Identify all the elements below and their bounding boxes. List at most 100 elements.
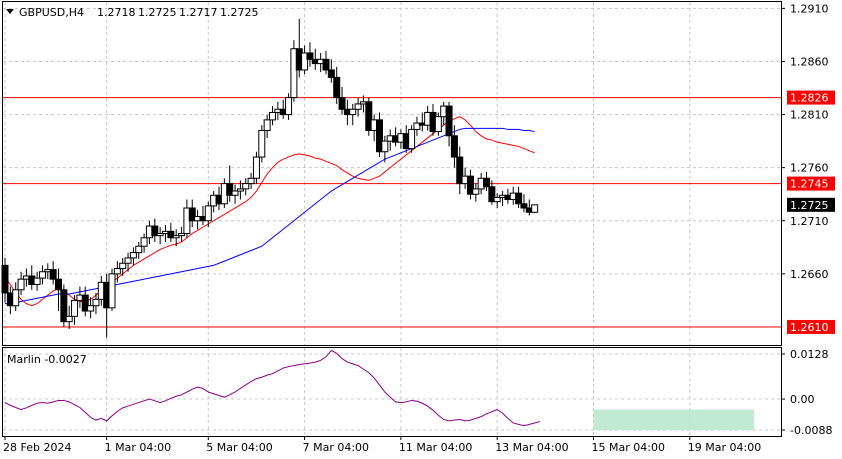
candle-body: [135, 245, 143, 254]
candle-body: [290, 48, 298, 99]
time-tick-label: 15 Mar 04:00: [592, 441, 665, 454]
candle-body: [242, 183, 250, 190]
candle: [38, 265, 46, 285]
price-tick-label: 1.2660: [790, 268, 829, 281]
candle: [172, 229, 180, 247]
candle: [247, 172, 255, 189]
candle-body: [531, 204, 539, 213]
candle: [306, 42, 314, 67]
horizontal-levels: [3, 97, 781, 328]
marlin-line: [4, 349, 541, 427]
candle: [12, 282, 20, 312]
candle-body: [108, 273, 116, 309]
candles: [1, 18, 539, 338]
candle-body: [434, 116, 442, 133]
candle: [413, 116, 421, 136]
candle-body: [306, 52, 314, 60]
candle: [333, 66, 341, 104]
indicator-highlight-zone: [593, 409, 754, 431]
time-tick-label: 7 Mar 04:00: [303, 441, 369, 454]
candle-body: [301, 52, 309, 71]
candle: [60, 284, 68, 327]
candle-body: [113, 268, 121, 275]
candle: [450, 125, 458, 168]
candle-body: [81, 294, 89, 312]
candle-body: [263, 119, 271, 131]
candle-body: [71, 299, 79, 317]
candle: [354, 97, 362, 117]
symbol-label: GBPUSD,H4: [19, 6, 84, 19]
candle: [87, 297, 95, 319]
candle: [488, 180, 496, 205]
candle-body: [483, 177, 490, 188]
candle: [135, 241, 143, 259]
level-price-labels: 1.2826 1.2745 1.2610 1.2725: [787, 90, 835, 334]
current-price-text: 1.2725: [790, 199, 829, 212]
candle: [156, 227, 164, 245]
candle: [151, 218, 159, 242]
price-pane-frame: [2, 1, 782, 346]
ohlc-high: 1.2725: [138, 6, 177, 19]
candle-body: [12, 289, 20, 307]
candle-body: [349, 108, 357, 116]
candle-body: [413, 122, 421, 130]
time-tick-label: 13 Mar 04:00: [495, 441, 568, 454]
dropdown-triangle-icon[interactable]: [6, 9, 14, 14]
level-label-text: 1.2610: [790, 321, 829, 334]
candle-body: [172, 235, 180, 239]
price-tick-label: 1.2810: [790, 109, 829, 122]
candle: [408, 125, 416, 153]
candle: [515, 186, 523, 209]
candle: [531, 204, 539, 214]
level-label-box: [787, 176, 835, 191]
candle: [188, 199, 196, 228]
candle-body: [231, 190, 239, 196]
candle: [33, 271, 41, 291]
time-tick-label: 5 Mar 04:00: [206, 441, 272, 454]
candle: [349, 103, 357, 126]
candle: [434, 112, 442, 136]
candle: [119, 257, 127, 276]
candle-body: [33, 277, 41, 285]
candle-body: [252, 156, 260, 179]
candle-body: [236, 188, 244, 192]
candle-body: [381, 140, 389, 153]
candle-body: [269, 111, 276, 121]
candle: [204, 201, 212, 228]
candle-body: [338, 97, 346, 110]
candle: [322, 50, 330, 75]
time-tick-label: 1 Mar 04:00: [105, 441, 171, 454]
indicator-pane-frame: [2, 347, 782, 437]
candle-body: [365, 101, 373, 131]
candle: [124, 252, 132, 272]
marlin-polyline: [4, 349, 541, 427]
price-y-axis: 1.2910 1.2860 1.2810 1.2760 1.2710 1.2660: [781, 2, 829, 281]
level-label-text: 1.2826: [790, 92, 829, 105]
candle-body: [466, 175, 474, 195]
candle: [236, 180, 244, 200]
candle-body: [472, 188, 480, 195]
candle: [167, 222, 175, 242]
candle-body: [55, 278, 62, 291]
candle-body: [151, 225, 159, 237]
candle: [65, 305, 73, 330]
candle: [178, 227, 186, 242]
candle-body: [60, 289, 68, 323]
candle: [493, 193, 501, 209]
level-label-text: 1.2745: [790, 178, 829, 191]
candle-body: [493, 196, 501, 203]
candle-body: [456, 156, 464, 185]
candle: [71, 295, 79, 325]
candle-body: [376, 119, 383, 153]
time-tick-label: 11 Mar 04:00: [399, 441, 472, 454]
indicator-label: Marlin -0.0027: [7, 353, 87, 366]
candle: [49, 261, 57, 285]
candle-body: [515, 192, 523, 205]
price-tick-label: 1.2760: [790, 162, 829, 175]
candle: [55, 268, 62, 312]
candle-body: [322, 58, 330, 71]
candle-body: [178, 232, 186, 237]
candle: [263, 114, 271, 138]
